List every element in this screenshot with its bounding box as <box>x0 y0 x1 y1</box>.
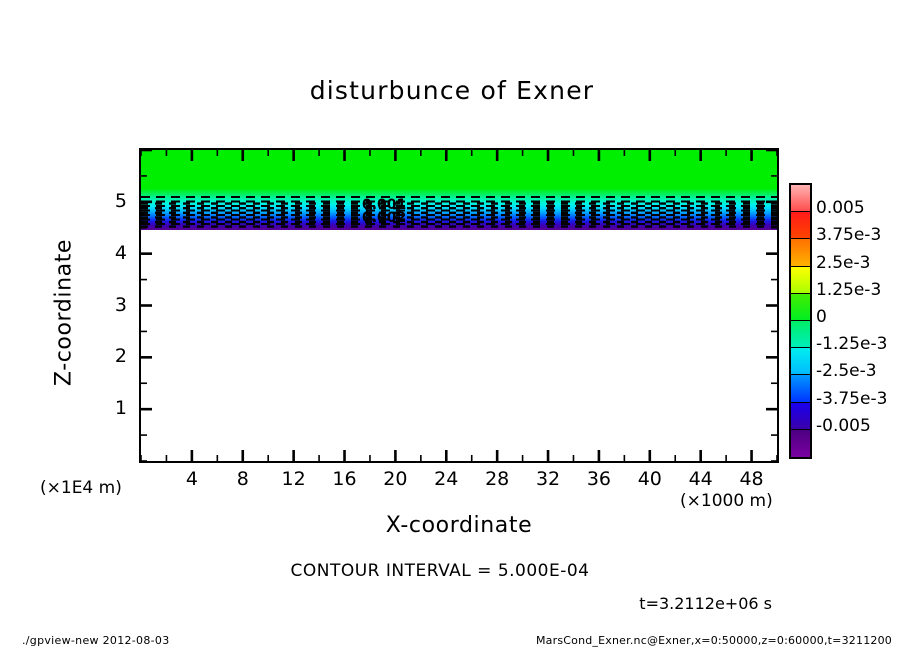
colorbar-tick-label: 0 <box>816 307 827 327</box>
colorbar-band <box>791 293 810 321</box>
contour-label-a: 0.001 <box>362 197 407 213</box>
colorbar-tick-label: -3.75e-3 <box>816 388 888 409</box>
x-tick-label: 32 <box>535 468 561 490</box>
x-tick-label: 20 <box>383 468 408 490</box>
y-tick-label: 1 <box>114 397 127 420</box>
page-title: disturbunce of Exner <box>309 76 595 105</box>
colorbar-band <box>791 348 810 376</box>
frame-ticks <box>141 150 777 461</box>
colorbar-band <box>791 266 810 294</box>
heatmap-data-field: 0.001 0.002 <box>141 150 777 230</box>
colorbar-band <box>791 402 810 430</box>
y-tick-label: 5 <box>114 189 127 212</box>
y-tick-label: 4 <box>114 241 127 264</box>
colorbar-tick-label: 3.75e-3 <box>816 225 882 246</box>
colorbar-band <box>791 212 810 240</box>
colorbar-band <box>791 375 810 403</box>
contour-interval-note: CONTOUR INTERVAL = 5.000E-04 <box>290 561 590 581</box>
y-axis-unit: (×1E4 m) <box>40 478 122 498</box>
colorbar-band <box>791 185 810 213</box>
y-tick-label: 2 <box>114 345 127 368</box>
x-tick-label: 8 <box>236 468 249 490</box>
x-tick-label: 44 <box>688 468 713 490</box>
colorbar-tick-label: -2.5e-3 <box>816 361 877 382</box>
y-tick-label: 3 <box>114 293 127 316</box>
colorbar-tick-label: -1.25e-3 <box>816 334 888 355</box>
colorbar-band <box>791 239 810 267</box>
x-tick-label: 48 <box>739 468 764 490</box>
colorbar-band <box>791 320 810 349</box>
x-tick-label: 40 <box>637 468 662 490</box>
colorbar-tick-label: 0.005 <box>816 198 865 219</box>
x-tick-label: 36 <box>586 468 611 490</box>
x-axis-unit: (×1000 m) <box>680 491 773 511</box>
timestamp-note: t=3.2112e+06 s <box>639 594 772 613</box>
colorbar-tick-label: 2.5e-3 <box>816 252 871 273</box>
plot-area: 0.001 0.002 <box>139 148 779 463</box>
x-tick-label: 24 <box>434 468 459 490</box>
footer-source: MarsCond_Exner.nc@Exner,x=0:50000,z=0:60… <box>535 634 892 647</box>
x-tick-label: 4 <box>185 468 198 490</box>
x-tick-label: 12 <box>281 468 306 490</box>
colorbar-tick-label: -0.005 <box>816 415 871 436</box>
colorbar <box>789 183 812 459</box>
colorbar-tick-label: 1.25e-3 <box>816 279 882 300</box>
x-tick-label: 16 <box>332 468 357 490</box>
contour-label-b: 0.002 <box>362 210 407 226</box>
x-axis-title: X-coordinate <box>385 513 533 538</box>
colorbar-band <box>791 429 810 457</box>
x-tick-label: 28 <box>485 468 510 490</box>
footer-command: ./gpview-new 2012-08-03 <box>22 634 170 647</box>
field-color-gradient <box>141 150 777 230</box>
contour-lines-overlay <box>141 196 777 228</box>
y-axis-title: Z-coordinate <box>51 238 77 387</box>
